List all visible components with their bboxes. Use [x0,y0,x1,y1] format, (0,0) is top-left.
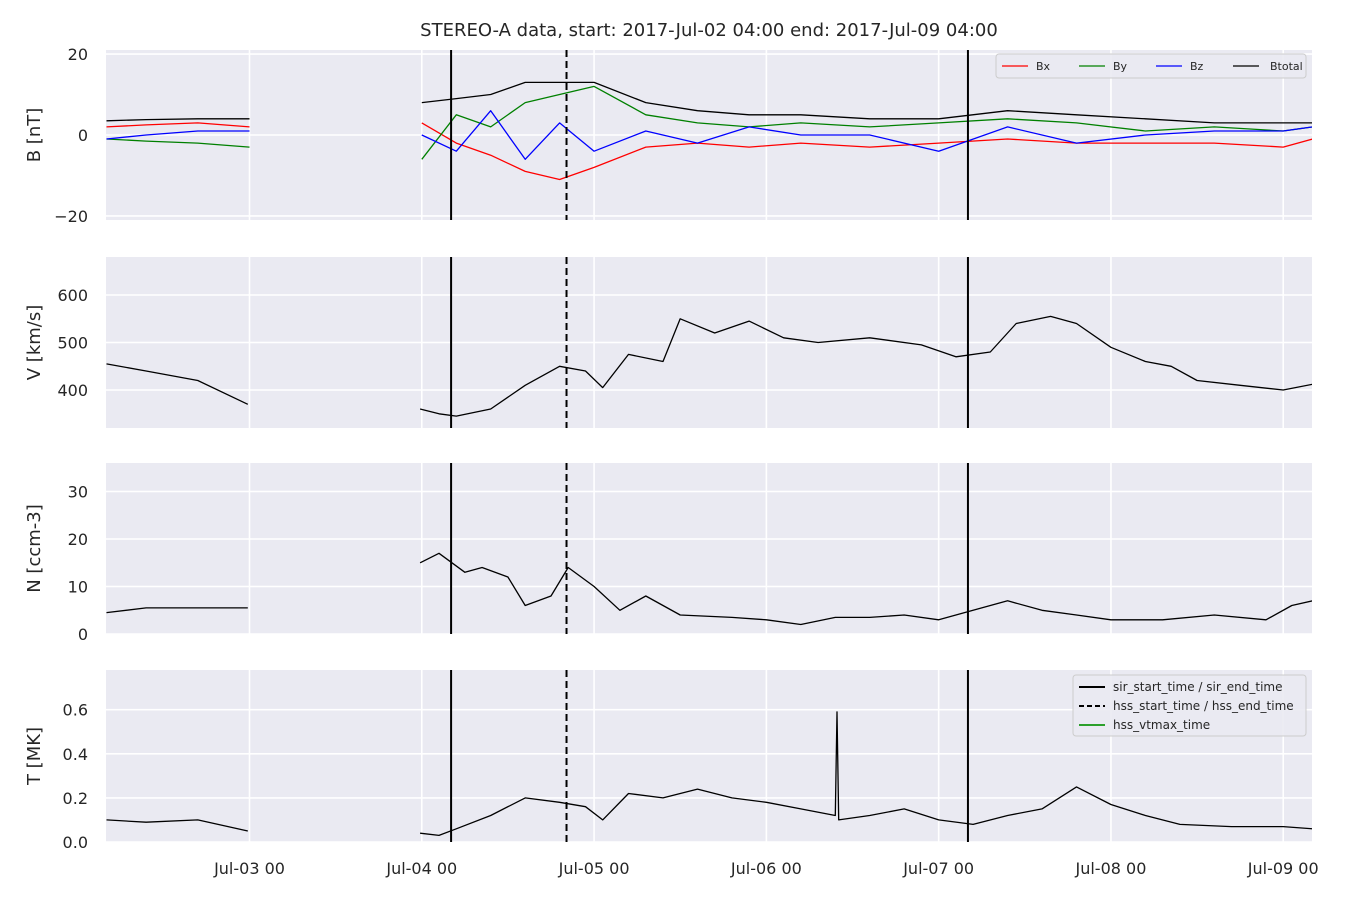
series-line-btotal [106,81,1312,124]
legend-label: Bz [1190,60,1204,73]
series-line-bz [106,110,1312,160]
series-line-bx [106,122,1312,181]
panel-magnetic_field: 20 0 −20 B [nT] Bx By Bz Btotal [24,45,1312,226]
y-tick-label: 0.4 [63,745,88,764]
legend-label: By [1113,60,1128,73]
y-tick-label: 0.0 [63,833,88,852]
y-tick-label: 500 [57,334,88,353]
figure-title: STEREO-A data, start: 2017-Jul-02 04:00 … [420,20,998,41]
legend-label: hss_vtmax_time [1113,718,1210,732]
x-tick-label: Jul-09 00 [1247,859,1319,878]
y-tick-label: 0 [78,625,88,644]
legend-events: sir_start_time / sir_end_time hss_start_t… [1072,674,1307,737]
y-tick-label: 30 [68,483,88,502]
y-tick-label: 0.6 [63,701,88,720]
y-tick-label: 0 [78,126,88,145]
x-tick-label: Jul-03 00 [213,859,285,878]
series-group [106,552,1312,626]
y-axis-label: B [nT] [24,108,45,163]
panels: 20 0 −20 B [nT] Bx By Bz Btotal 400 500 600 V [km/s… [24,45,1319,878]
series-line-temperature [106,711,1312,837]
y-tick-label: 0.2 [63,789,88,808]
legend-box [1072,674,1307,737]
y-tick-label: 400 [57,381,88,400]
plot-area [106,463,1312,634]
y-tick-label: −20 [54,207,88,226]
x-tick-label: Jul-06 00 [730,859,802,878]
x-tick-label: Jul-04 00 [385,859,457,878]
y-axis-label: N [ccm-3] [24,504,45,593]
x-tick-label: Jul-05 00 [558,859,630,878]
y-axis-label: V [km/s] [24,305,45,380]
legend-label: Bx [1036,60,1051,73]
series-line-density [106,552,1312,626]
y-tick-label: 10 [68,578,88,597]
series-line-by [106,85,1312,160]
x-tick-label: Jul-08 00 [1074,859,1146,878]
x-tick-label: Jul-07 00 [902,859,974,878]
panel-density: 0 10 20 30 N [ccm-3] [24,463,1312,644]
panel-speed: 400 500 600 V [km/s] [24,257,1312,428]
legend-label: hss_start_time / hss_end_time [1113,699,1294,713]
y-tick-label: 20 [68,45,88,64]
series-group [106,711,1312,837]
legend-box [995,53,1307,79]
y-tick-label: 20 [68,530,88,549]
series-group [106,81,1312,181]
y-tick-label: 600 [57,286,88,305]
panel-temperature: 0.0 0.2 0.4 0.6 T [MK] Jul-03 00 Jul-04 00 Jul-… [24,670,1319,878]
y-axis-label: T [MK] [24,727,45,786]
series-group [106,315,1312,417]
legend-bfield: Bx By Bz Btotal [995,53,1307,79]
legend-label: sir_start_time / sir_end_time [1113,680,1283,694]
series-line-speed [106,315,1312,417]
legend-label: Btotal [1270,60,1303,73]
